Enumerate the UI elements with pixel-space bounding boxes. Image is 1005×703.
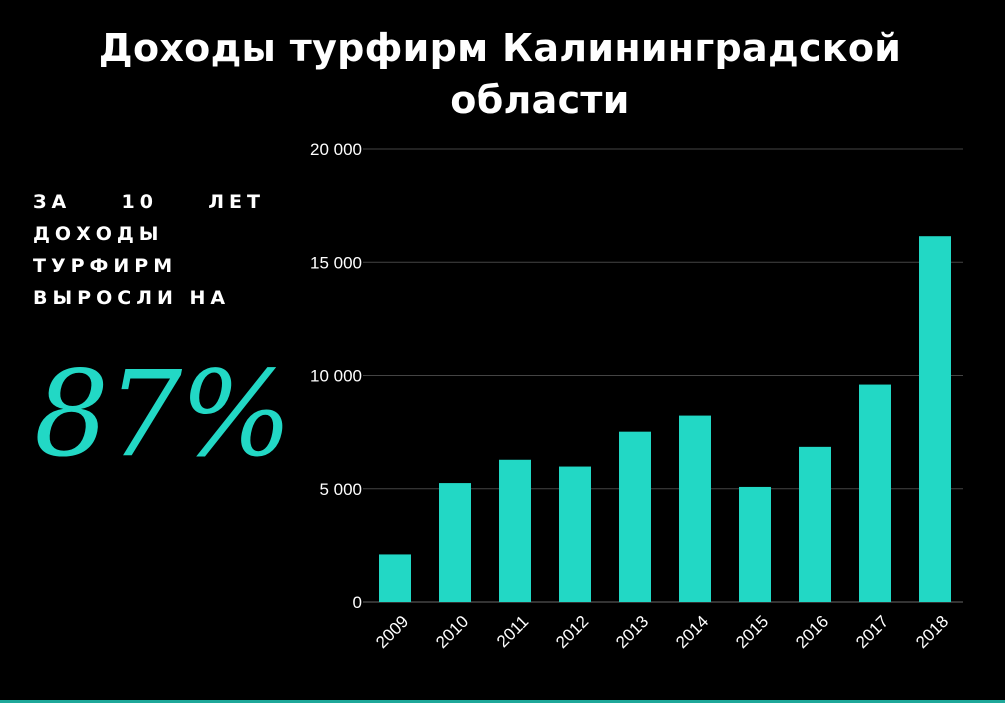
bar-2012 [559, 466, 591, 602]
x-tick-label: 2015 [732, 612, 772, 652]
bar-2016 [799, 446, 831, 602]
x-tick-label: 2014 [672, 612, 712, 652]
bar-2015 [739, 486, 771, 602]
chart-title-line1: Доходы турфирм Калининградской [98, 26, 902, 70]
chart-title-line2: области [450, 78, 630, 122]
side-caption-line1: ЗА 10 ЛЕТ [33, 191, 265, 213]
side-caption: ЗА 10 ЛЕТ ДОХОДЫ ТУРФИРМ ВЫРОСЛИ НА [33, 186, 265, 314]
x-tick-label: 2018 [912, 612, 952, 652]
bar-2009 [379, 554, 411, 602]
bar-2013 [619, 431, 651, 602]
bottom-divider [0, 700, 1005, 703]
x-tick-label: 2013 [612, 612, 652, 652]
bar-2010 [439, 483, 471, 602]
y-tick-label: 15 000 [310, 253, 362, 272]
x-tick-label: 2010 [432, 612, 472, 652]
x-tick-label: 2017 [852, 612, 892, 652]
y-tick-label: 0 [353, 593, 362, 612]
growth-percent: 87% [34, 345, 292, 483]
side-caption-rest: ДОХОДЫ ТУРФИРМ ВЫРОСЛИ НА [33, 223, 231, 309]
bar-2014 [679, 415, 711, 602]
x-tick-label: 2009 [372, 612, 412, 652]
x-tick-label: 2011 [493, 612, 532, 651]
x-tick-label: 2016 [792, 612, 832, 652]
x-tick-label: 2012 [552, 612, 592, 652]
bar-2018 [919, 236, 951, 602]
chart-title: Доходы турфирм Калининградской области [20, 22, 980, 126]
y-tick-label: 5 000 [319, 480, 362, 499]
y-tick-label: 10 000 [310, 367, 362, 386]
bar-2011 [499, 459, 531, 602]
y-tick-label: 20 000 [310, 140, 362, 159]
bar-2017 [859, 384, 891, 602]
